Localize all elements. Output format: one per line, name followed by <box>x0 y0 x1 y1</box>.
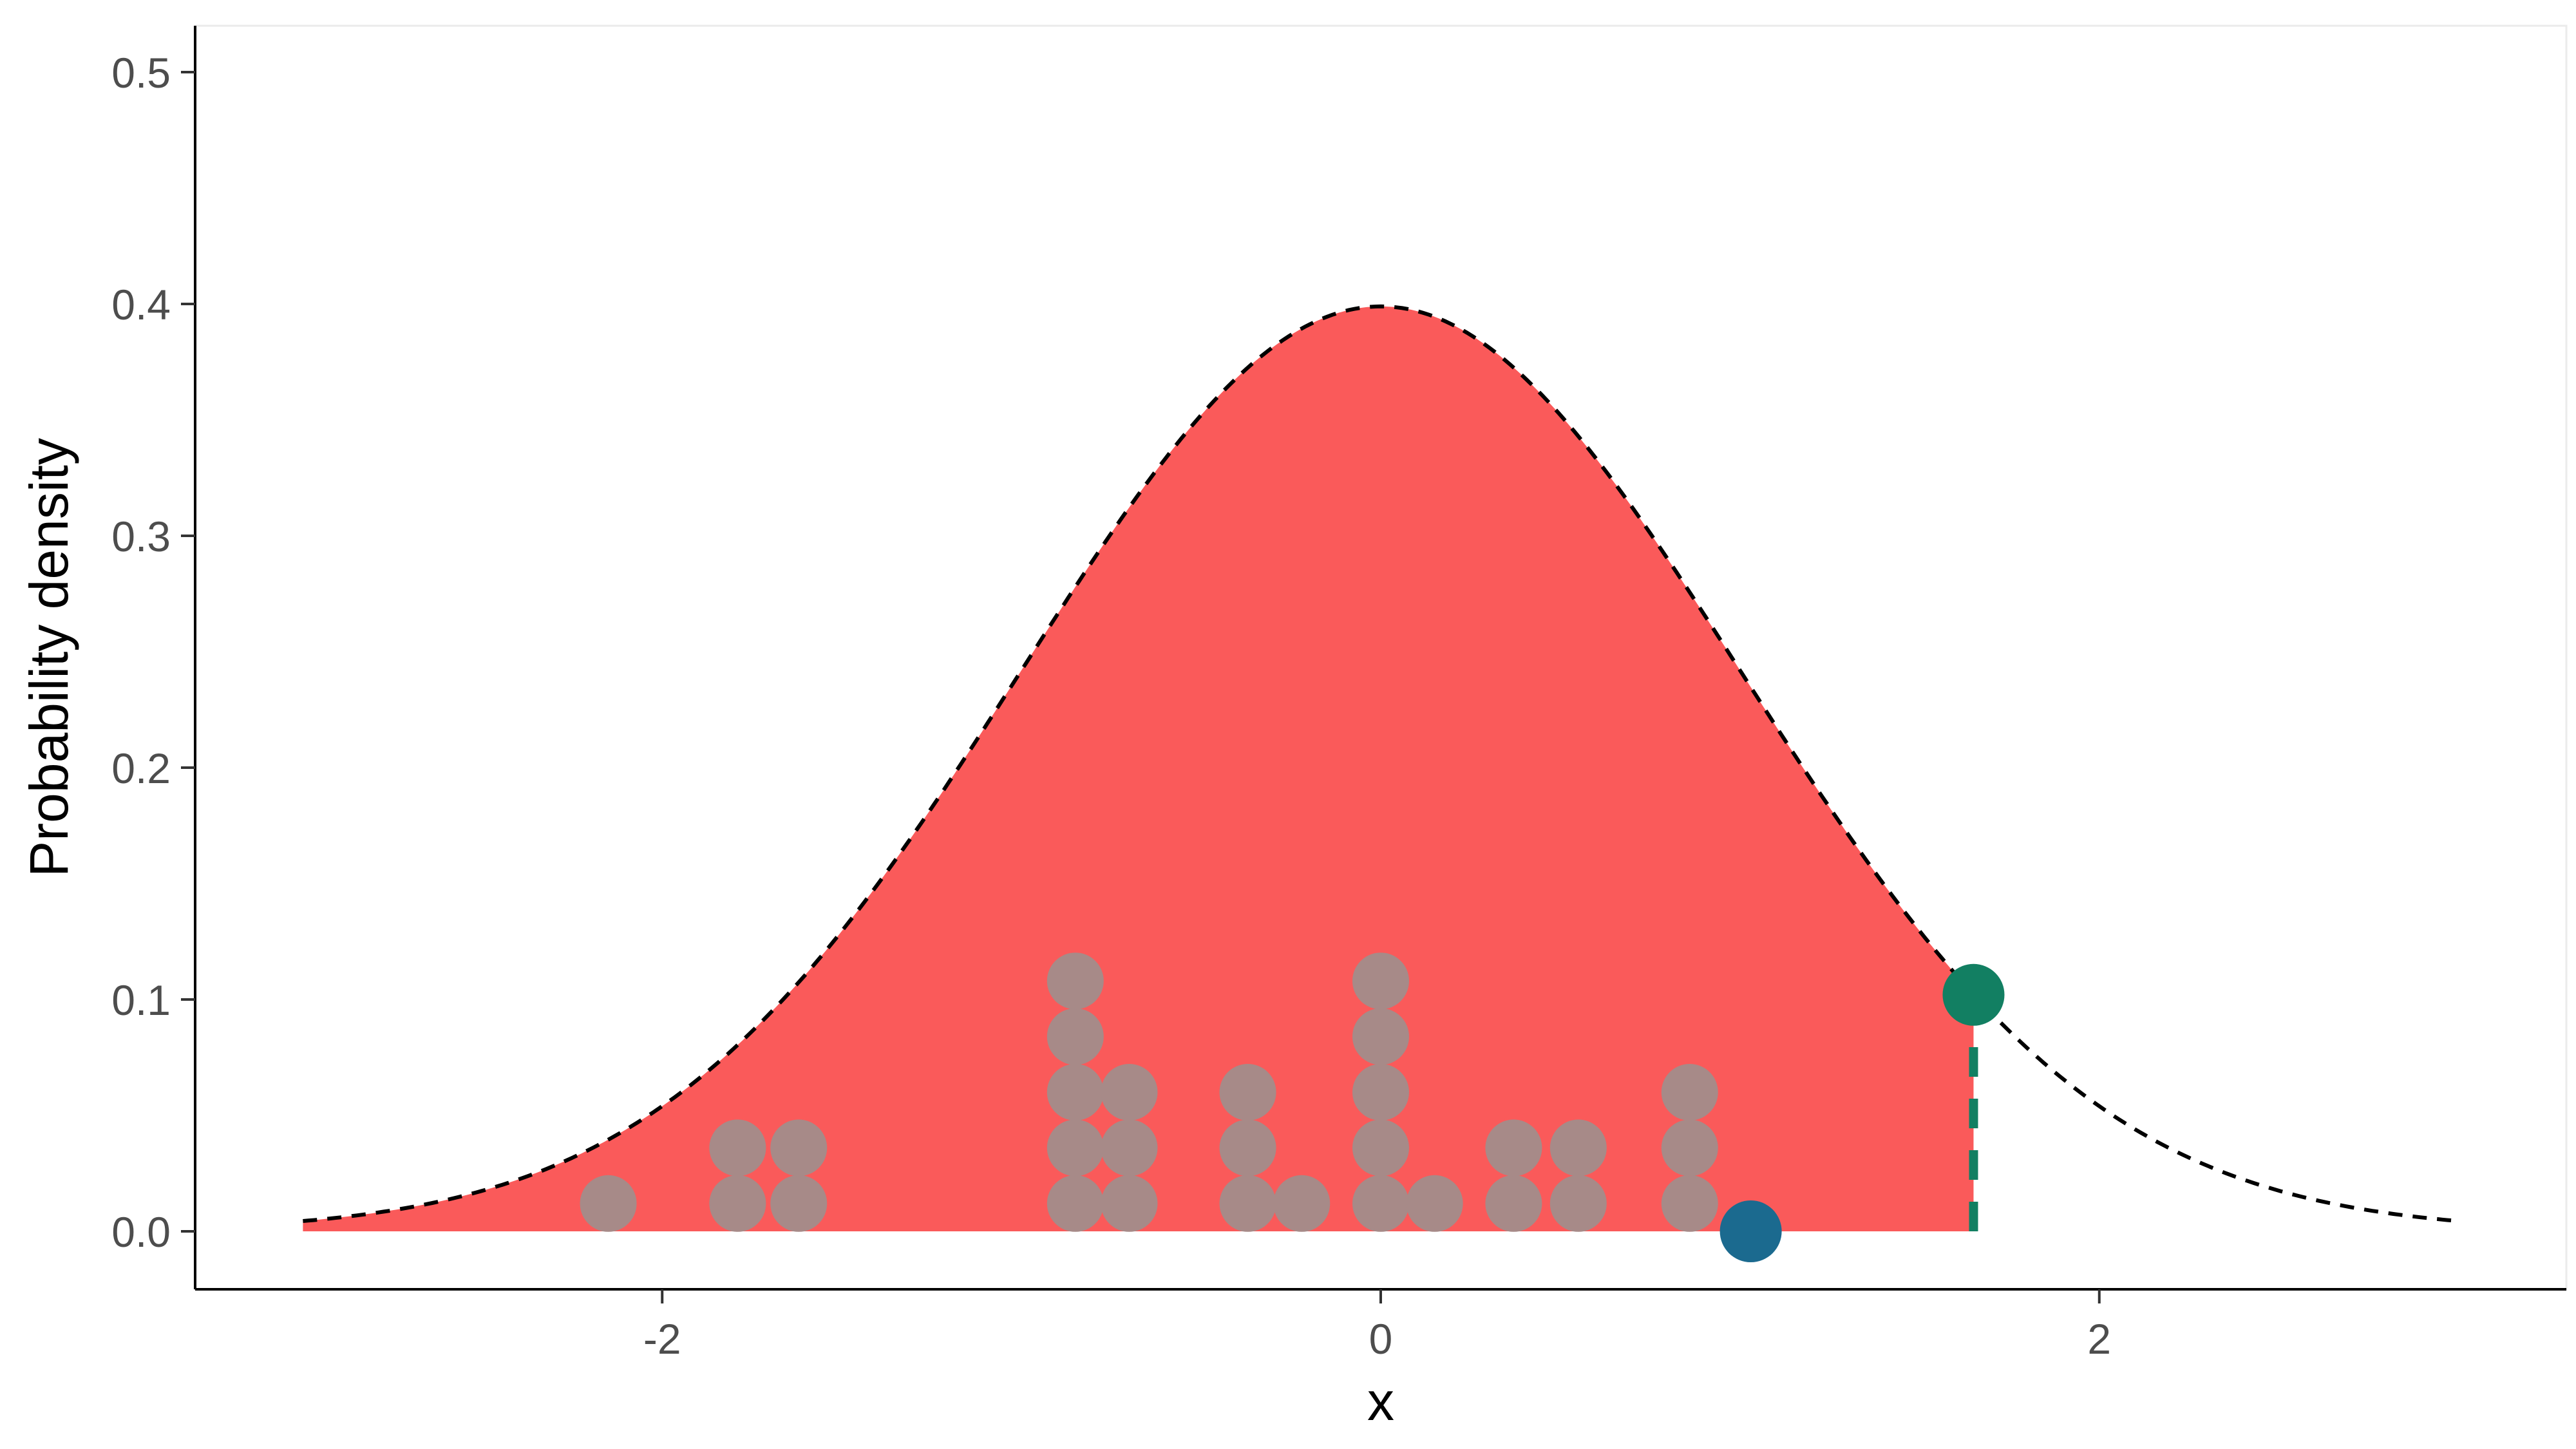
dot-4-2 <box>1101 1064 1158 1121</box>
y-axis-ticks: 0.0 0.1 0.2 0.3 0.4 0.5 <box>111 49 195 1256</box>
dot-2-1 <box>770 1119 828 1177</box>
dot-3-2 <box>1046 1064 1104 1121</box>
dot-9-0 <box>1485 1175 1542 1232</box>
dot-1-1 <box>709 1119 766 1177</box>
dot-9-1 <box>1485 1119 1542 1177</box>
dot-3-0 <box>1046 1175 1104 1232</box>
x-axis-ticks: -2 0 2 <box>643 1289 2111 1363</box>
dot-11-1 <box>1661 1119 1718 1177</box>
dot-10-0 <box>1549 1175 1607 1232</box>
shaded-probability-area <box>303 306 1974 1231</box>
x-tick-label: 2 <box>2087 1315 2111 1363</box>
y-axis-title: Probability density <box>19 438 79 877</box>
dot-2-0 <box>770 1175 828 1232</box>
highlight-point <box>1719 1200 1782 1262</box>
cutoff-point <box>1942 963 2005 1026</box>
dot-10-1 <box>1549 1119 1607 1177</box>
dot-stacks <box>580 952 1718 1232</box>
dot-0-0 <box>580 1175 637 1232</box>
y-tick-label: 0.5 <box>111 49 171 97</box>
dot-5-1 <box>1219 1119 1276 1177</box>
dot-7-4 <box>1352 952 1409 1010</box>
dot-3-3 <box>1046 1008 1104 1065</box>
y-tick-label: 0.4 <box>111 281 171 328</box>
x-tick-label: -2 <box>643 1315 681 1363</box>
y-tick-label: 0.0 <box>111 1208 171 1256</box>
x-axis-title: x <box>1367 1371 1394 1432</box>
dot-8-0 <box>1406 1175 1463 1232</box>
dot-4-0 <box>1101 1175 1158 1232</box>
density-curve-dashed <box>303 304 2459 1223</box>
dot-6-0 <box>1273 1175 1331 1232</box>
dot-7-3 <box>1352 1008 1409 1065</box>
y-tick-label: 0.1 <box>111 976 171 1024</box>
dot-3-4 <box>1046 952 1104 1010</box>
dot-3-1 <box>1046 1119 1104 1177</box>
y-tick-label: 0.3 <box>111 513 171 560</box>
dot-7-2 <box>1352 1064 1409 1121</box>
dot-1-0 <box>709 1175 766 1232</box>
dot-5-2 <box>1219 1064 1276 1121</box>
y-tick-label: 0.2 <box>111 744 171 792</box>
dot-11-0 <box>1661 1175 1718 1232</box>
x-tick-label: 0 <box>1369 1315 1393 1363</box>
dot-7-1 <box>1352 1119 1409 1177</box>
dot-11-2 <box>1661 1064 1718 1121</box>
dot-5-0 <box>1219 1175 1276 1232</box>
dot-4-1 <box>1101 1119 1158 1177</box>
dot-7-0 <box>1352 1175 1409 1232</box>
